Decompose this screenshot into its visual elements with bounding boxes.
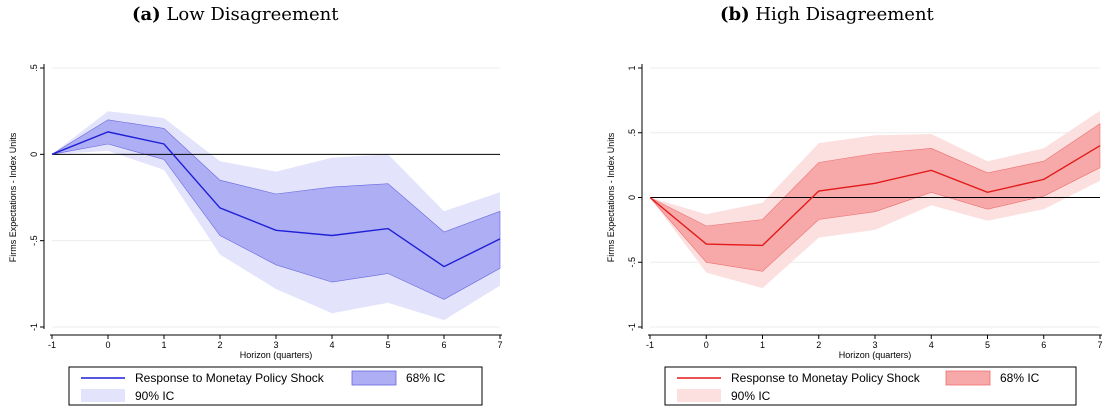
y-axis-label: Firms Expectations - Index Units — [8, 132, 18, 262]
x-tick-label: 2 — [217, 340, 222, 350]
chart-panel-low-disagreement: -1 -.5 0 .5 -1 0 1 2 3 4 5 6 7 Horizon (quarters) Firm… — [0, 0, 553, 417]
band-68-ic — [51, 119, 501, 300]
y-tick-label: 0 — [627, 195, 637, 200]
x-tick-label: 4 — [929, 340, 934, 350]
legend-box — [664, 366, 1077, 406]
legend-swatch-90 — [81, 389, 125, 402]
y-tick-label: .5 — [627, 129, 637, 137]
legend-label-90: 90% IC — [731, 389, 771, 403]
legend-label-response: Response to Monetay Policy Shock — [731, 371, 921, 385]
y-tick-label: 1 — [627, 65, 637, 70]
x-tick-label: 6 — [441, 340, 446, 350]
legend-swatch-68 — [945, 370, 991, 386]
x-tick-label: 2 — [816, 340, 821, 350]
legend-label-68: 68% IC — [1000, 371, 1040, 385]
y-tick-label: -.5 — [627, 257, 637, 268]
x-tick-label: 1 — [161, 340, 166, 350]
y-tick-label: -.5 — [29, 235, 39, 246]
caption-panel-a: (a) Low Disagreement — [132, 4, 339, 25]
x-tick-label: 5 — [385, 340, 390, 350]
x-tick-label: 5 — [985, 340, 990, 350]
x-axis-label: Horizon (quarters) — [839, 350, 912, 360]
x-tick-label: 1 — [760, 340, 765, 350]
x-tick-label: 3 — [872, 340, 877, 350]
legend-swatch-68 — [351, 370, 397, 386]
caption-text: High Disagreement — [755, 4, 934, 25]
x-tick-label: 7 — [1097, 340, 1102, 350]
chart-svg-b: -1 -.5 0 .5 1 -1 0 1 2 3 4 5 6 7 Horizon (quarters) Fir… — [606, 64, 1103, 406]
x-tick-label: 7 — [497, 340, 502, 350]
legend-label-90: 90% IC — [135, 389, 175, 403]
x-tick-label: 4 — [329, 340, 334, 350]
y-tick-label: .5 — [29, 64, 39, 72]
x-axis-label: Horizon (quarters) — [240, 350, 313, 360]
response-line — [51, 131, 501, 268]
chart-panel-high-disagreement: -1 -.5 0 .5 1 -1 0 1 2 3 4 5 6 7 Horizon (quarters) Fir… — [554, 0, 1107, 417]
response-line — [649, 145, 1101, 247]
legend-label-68: 68% IC — [406, 371, 446, 385]
x-tick-label: -1 — [646, 340, 654, 350]
caption-tag: (b) — [720, 4, 750, 25]
caption-text: Low Disagreement — [166, 4, 339, 25]
y-axis-label: Firms Expectations - Index Units — [606, 132, 616, 262]
chart-svg-a: -1 -.5 0 .5 -1 0 1 2 3 4 5 6 7 Horizon (quarters) Firm… — [8, 64, 503, 406]
y-tick-label: -1 — [29, 323, 39, 331]
x-tick-label: 0 — [704, 340, 709, 350]
legend-swatch-90 — [677, 389, 721, 402]
x-tick-label: -1 — [48, 340, 56, 350]
x-tick-label: 0 — [105, 340, 110, 350]
y-tick-label: -1 — [627, 323, 637, 331]
caption-tag: (a) — [132, 4, 161, 25]
legend-label-response: Response to Monetay Policy Shock — [135, 371, 325, 385]
caption-panel-b: (b) High Disagreement — [720, 4, 934, 25]
legend-box — [68, 366, 483, 406]
x-tick-label: 6 — [1041, 340, 1046, 350]
x-tick-label: 3 — [273, 340, 278, 350]
y-tick-label: 0 — [29, 152, 39, 157]
